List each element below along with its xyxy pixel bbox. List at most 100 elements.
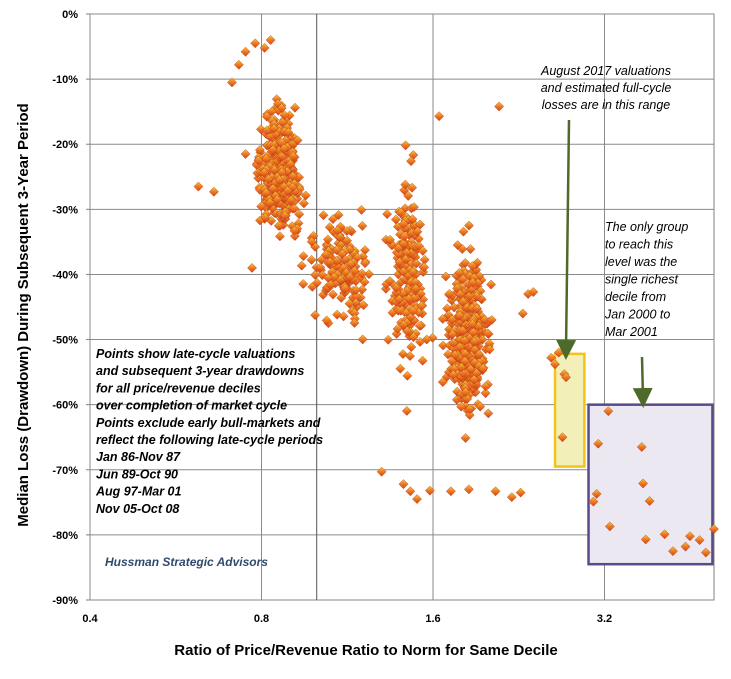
data-point: [256, 201, 267, 212]
data-point: [273, 221, 284, 231]
data-point: [410, 283, 421, 294]
data-point: [460, 433, 471, 443]
data-point: [467, 277, 478, 288]
data-point: [398, 238, 409, 249]
data-point: [320, 250, 331, 260]
data-point: [263, 174, 274, 185]
data-point: [342, 235, 352, 246]
data-point: [640, 534, 651, 545]
data-point: [282, 186, 293, 196]
data-point: [668, 546, 678, 557]
data-point: [276, 103, 287, 114]
data-point: [483, 408, 494, 419]
annotation-top-line: and estimated full-cycle: [541, 81, 672, 95]
data-point: [447, 314, 457, 325]
data-point: [357, 220, 368, 231]
data-point: [411, 258, 422, 269]
data-point: [468, 327, 479, 338]
data-point: [275, 231, 285, 242]
data-point: [460, 387, 471, 398]
data-point: [437, 313, 448, 324]
data-point: [452, 240, 463, 250]
data-point: [342, 226, 352, 236]
data-point: [417, 245, 428, 256]
data-point: [349, 318, 360, 328]
data-point: [395, 363, 406, 374]
data-point: [376, 466, 387, 477]
data-point: [306, 255, 317, 265]
data-point: [469, 357, 480, 368]
data-point: [450, 350, 460, 360]
data-point: [350, 297, 361, 308]
data-point: [286, 195, 296, 206]
data-point: [351, 285, 361, 295]
data-point: [709, 524, 719, 534]
y-tick-label: -50%: [52, 335, 78, 347]
data-point: [398, 219, 409, 229]
annotation-right-line: single richest: [605, 273, 678, 287]
data-point: [272, 194, 283, 205]
x-axis-title: Ratio of Price/Revenue Ratio to Norm for…: [174, 642, 557, 659]
x-tick-label: 1.6: [425, 613, 440, 625]
y-tick-label: -20%: [52, 139, 78, 151]
y-tick-label: 0%: [62, 9, 78, 21]
data-point: [458, 296, 468, 307]
data-point: [385, 276, 395, 286]
data-point: [405, 486, 416, 497]
data-point: [480, 381, 491, 392]
data-point: [638, 478, 648, 489]
arrow-top: [556, 119, 577, 360]
data-point: [408, 306, 418, 316]
data-point: [464, 404, 475, 414]
data-point: [434, 111, 444, 122]
data-point: [455, 289, 466, 300]
data-point: [360, 258, 370, 269]
data-point: [394, 294, 405, 305]
y-axis-ticks: 0% -10% -20% -30% -40% -50% -60% -70% -80% -90%: [52, 9, 90, 607]
data-point: [528, 287, 539, 297]
data-point: [344, 244, 355, 255]
y-axis-title: Median Loss (Drawdown) During Subsequent…: [15, 103, 32, 526]
data-point: [340, 283, 351, 294]
data-point: [402, 286, 412, 296]
annotation-left-line: for all price/revenue deciles: [96, 381, 261, 395]
annotations: August 2017 valuations and estimated full…: [95, 64, 688, 516]
data-point: [407, 214, 418, 225]
data-point: [407, 267, 418, 278]
data-point: [382, 209, 393, 219]
data-point: [299, 198, 309, 209]
data-point: [398, 266, 409, 277]
data-point: [464, 291, 475, 301]
data-point: [344, 298, 355, 309]
data-point: [484, 344, 495, 355]
data-point: [328, 289, 338, 300]
data-point: [402, 326, 412, 336]
data-point: [400, 140, 411, 151]
annotation-top-line: losses are in this range: [542, 98, 671, 112]
data-point: [274, 175, 285, 185]
data-point: [345, 259, 356, 270]
annotation-right-line: level was the: [605, 255, 677, 269]
data-point: [427, 332, 438, 343]
data-point: [604, 521, 615, 532]
data-point: [557, 432, 568, 443]
data-point: [322, 234, 333, 245]
data-point: [400, 179, 411, 190]
data-point: [464, 220, 474, 231]
data-point: [506, 492, 517, 503]
credit-text: Hussman Strategic Advisors: [105, 555, 268, 569]
data-point: [315, 262, 326, 273]
data-point: [357, 268, 367, 279]
data-point: [444, 288, 455, 299]
data-point: [391, 282, 402, 293]
annotation-arrows: [556, 119, 653, 408]
data-point: [477, 363, 488, 374]
annotation-left-line: Jun 89-Oct 90: [96, 467, 178, 481]
data-point: [406, 156, 416, 167]
annotation-right-line: Mar 2001: [605, 325, 658, 339]
x-axis-ticks: 0.4 0.8 1.6 3.2: [82, 613, 612, 625]
data-point: [486, 279, 496, 290]
data-point: [285, 159, 296, 170]
data-point: [336, 293, 347, 303]
data-point: [486, 315, 497, 325]
